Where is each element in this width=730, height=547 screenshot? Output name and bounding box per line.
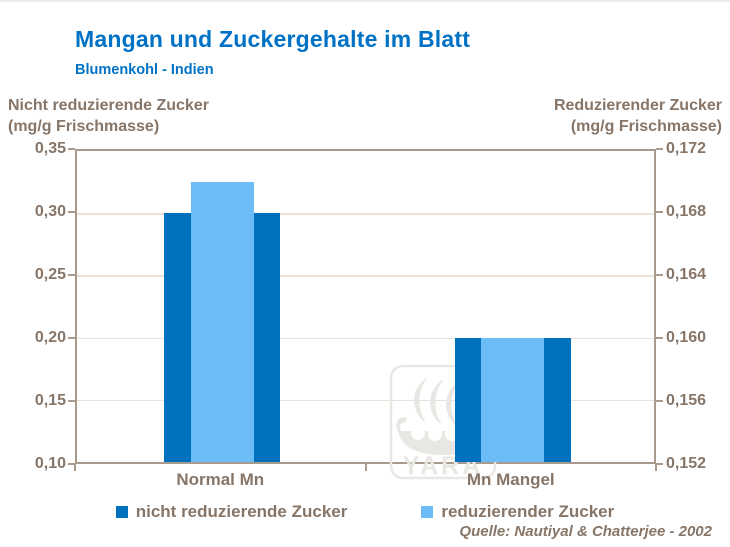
x-axis-tick-mark — [364, 464, 367, 471]
gridline — [77, 275, 654, 277]
right-axis-tick-mark — [656, 463, 663, 465]
left-axis-title-line2: (mg/g Frischmasse) — [8, 118, 160, 135]
left-axis-tick-mark — [68, 400, 75, 402]
chart-title: Mangan und Zuckergehalte im Blatt — [75, 26, 471, 52]
left-axis-tick-mark — [68, 274, 75, 276]
left-axis-tick-mark — [68, 463, 75, 465]
left-axis-tick-label: 0,15 — [34, 392, 66, 409]
left-axis-tick-label: 0,20 — [34, 329, 66, 346]
right-axis-tick-label: 0,164 — [666, 266, 707, 283]
right-axis-tick-label: 0,172 — [666, 140, 707, 157]
left-axis-tick-mark — [68, 148, 75, 150]
right-axis-title: Reduzierender Zucker (mg/g Frischmasse) — [554, 95, 722, 137]
left-axis-tick-label: 0,35 — [34, 140, 66, 157]
right-axis-tick-label: 0,152 — [666, 455, 707, 472]
right-axis-title-line2: (mg/g Frischmasse) — [570, 118, 722, 135]
chart-subtitle: Blumenkohl - Indien — [75, 62, 214, 78]
left-axis-tick-label: 0,25 — [34, 266, 66, 283]
left-axis-tick-mark — [68, 211, 75, 213]
left-axis-title-line1: Nicht reduzierende Zucker — [8, 97, 209, 114]
legend-label-light-series: reduzierender Zucker — [441, 502, 615, 521]
right-axis-tick-label: 0,156 — [666, 392, 707, 409]
right-axis-tick-mark — [656, 211, 663, 213]
bar-light-mn-mangel — [481, 337, 545, 462]
plot-area: YARA — [75, 149, 656, 480]
right-axis-tick-label: 0,160 — [666, 329, 707, 346]
right-axis-tick-mark — [656, 148, 663, 150]
source-citation: Quelle: Nautiyal & Chatterjee - 2002 — [459, 523, 712, 540]
legend-label-dark-series: nicht reduzierende Zucker — [135, 502, 348, 521]
category-label: Mn Mangel — [466, 470, 555, 489]
gridline — [77, 337, 654, 340]
legend-item-light-series: reduzierender Zucker — [421, 502, 614, 522]
left-axis-title: Nicht reduzierende Zucker (mg/g Frischma… — [8, 95, 209, 137]
left-axis-tick-label: 0,10 — [34, 455, 66, 472]
category-label: Normal Mn — [176, 470, 265, 489]
left-axis-tick-label: 0,30 — [34, 203, 66, 220]
left-axis-tick-mark — [68, 337, 75, 339]
right-axis-title-line1: Reduzierender Zucker — [553, 97, 722, 114]
legend: nicht reduzierende Zucker reduzierender … — [0, 502, 730, 522]
legend-swatch-light-blue — [421, 506, 434, 518]
x-axis-tick-mark — [74, 464, 76, 471]
right-axis-tick-mark — [656, 400, 663, 402]
right-axis-tick-mark — [656, 337, 663, 339]
right-axis-tick-mark — [656, 274, 663, 276]
legend-swatch-dark-blue — [115, 506, 128, 518]
gridline — [77, 213, 654, 215]
bar-light-normal-mn — [190, 182, 254, 462]
x-axis-tick-mark — [655, 464, 657, 471]
gridline — [77, 399, 654, 402]
legend-item-dark-series: nicht reduzierende Zucker — [115, 502, 348, 522]
right-axis-tick-label: 0,168 — [666, 203, 707, 220]
